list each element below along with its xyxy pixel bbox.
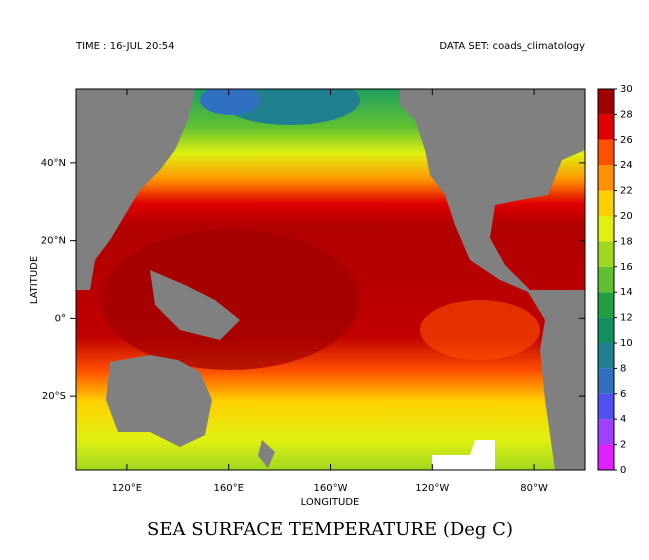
colorbar-band <box>598 165 614 191</box>
warm-pool <box>100 230 360 370</box>
x-tick-label: 160°E <box>213 483 243 494</box>
colorbar-band <box>598 216 614 242</box>
x-axis-label: LONGITUDE <box>301 497 360 508</box>
colorbar-label: 30 <box>620 84 633 95</box>
colorbar-label: 4 <box>620 414 626 425</box>
colorbar-band <box>598 419 614 445</box>
colorbar-label: 16 <box>620 262 633 273</box>
y-tick-label: 20°S <box>42 391 66 402</box>
x-tick-label: 160°W <box>314 483 348 494</box>
colorbar-band <box>598 190 614 216</box>
colorbar-label: 18 <box>620 236 633 247</box>
colorbar-band <box>598 317 614 343</box>
land-nz <box>258 440 275 468</box>
x-tick-label: 80°W <box>520 483 548 494</box>
colorbar-band <box>598 444 614 470</box>
colorbar-label: 24 <box>620 160 633 171</box>
colorbar-label: 14 <box>620 287 633 298</box>
land-americas <box>400 89 585 470</box>
y-tick-label: 20°N <box>41 236 66 247</box>
colorbar-label: 8 <box>620 363 626 374</box>
land-islands <box>150 270 240 340</box>
cold-water <box>200 89 260 115</box>
colorbar-label: 6 <box>620 389 626 400</box>
x-tick-label: 120°W <box>415 483 449 494</box>
x-tick-label: 120°E <box>112 483 142 494</box>
colorbar-frame <box>597 88 615 471</box>
colorbar-band <box>598 89 614 115</box>
colorbar-band <box>598 343 614 369</box>
colorbar-label: 2 <box>620 440 626 451</box>
colorbar-label: 22 <box>620 186 633 197</box>
y-axis-label: LATITUDE <box>29 256 40 304</box>
y-tick-label: 40°N <box>41 158 66 169</box>
colorbar-band <box>598 241 614 267</box>
colorbar-label: 10 <box>620 338 633 349</box>
colorbar-band <box>598 368 614 394</box>
land-australia <box>106 355 212 447</box>
colorbar-band <box>598 266 614 293</box>
colorbar-band <box>598 139 614 166</box>
colorbar-band <box>598 114 614 140</box>
time-label: TIME : 16-JUL 20:54 <box>75 41 174 52</box>
cold-tongue <box>420 300 540 360</box>
colorbar-label: 28 <box>620 109 633 120</box>
colorbar-label: 26 <box>620 135 633 146</box>
no-data <box>432 440 495 470</box>
land-asia <box>76 89 195 290</box>
colorbar-band <box>598 393 614 420</box>
colorbar-label: 20 <box>620 211 633 222</box>
title: SEA SURFACE TEMPERATURE (Deg C) <box>147 519 513 540</box>
colorbar-label: 0 <box>620 465 626 476</box>
dataset-label: DATA SET: coads_climatology <box>439 41 585 52</box>
colorbar-label: 12 <box>620 313 633 324</box>
colorbar-band <box>598 292 614 318</box>
y-tick-label: 0° <box>55 313 66 324</box>
map <box>76 89 585 470</box>
